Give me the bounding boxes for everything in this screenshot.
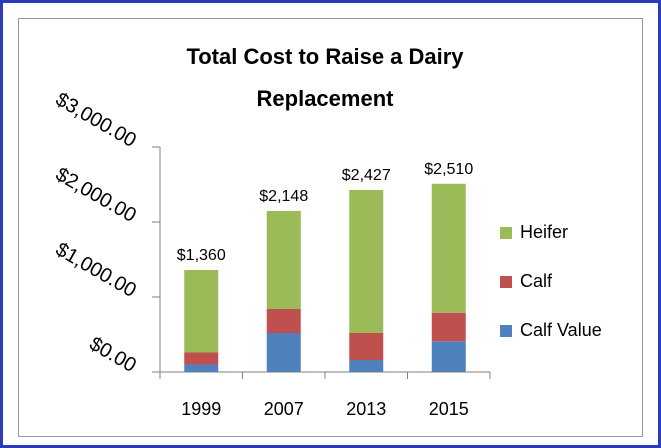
- total-label: $2,427: [342, 167, 391, 184]
- total-label: $1,360: [177, 247, 226, 264]
- bar-segment: [266, 210, 301, 309]
- x-tick-label: 2015: [429, 399, 469, 419]
- total-label: $2,148: [259, 188, 308, 205]
- total-label: $2,510: [424, 161, 473, 178]
- chart-title: Replacement: [257, 86, 395, 111]
- bar-segment: [266, 333, 301, 372]
- legend-label: Heifer: [520, 222, 568, 242]
- bar-segment: [184, 352, 219, 365]
- chart-area: [18, 18, 643, 437]
- bar-segment: [266, 309, 301, 333]
- legend-swatch: [500, 227, 512, 239]
- x-tick-label: 1999: [181, 399, 221, 419]
- bar-segment: [184, 270, 219, 353]
- legend-swatch: [500, 325, 512, 337]
- bar-segment: [349, 360, 384, 372]
- chart-title: Total Cost to Raise a Dairy: [186, 44, 464, 69]
- legend-label: Calf: [520, 271, 553, 291]
- bar-segment: [349, 333, 384, 360]
- bar-segment: [431, 312, 466, 342]
- bar-segment: [431, 341, 466, 372]
- legend-swatch: [500, 276, 512, 288]
- x-tick-label: 2013: [346, 399, 386, 419]
- bar-segment: [184, 364, 219, 372]
- bar-segment: [431, 183, 466, 313]
- legend-label: Calf Value: [520, 320, 602, 340]
- x-tick-label: 2007: [264, 399, 304, 419]
- bar-segment: [349, 189, 384, 333]
